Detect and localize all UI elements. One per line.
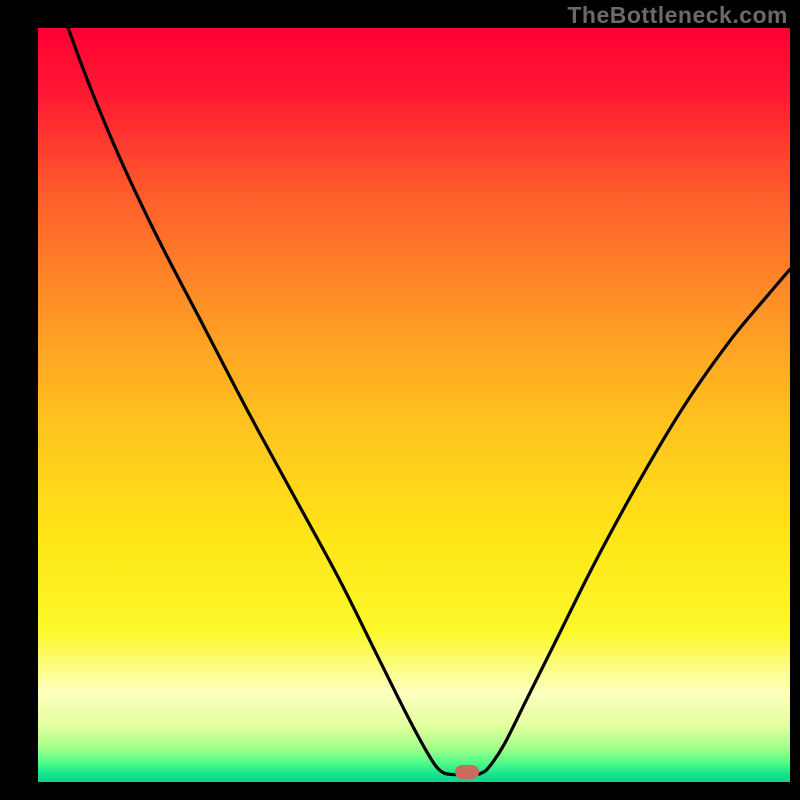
optimum-marker	[455, 765, 479, 779]
bottleneck-curve	[68, 28, 790, 775]
plot-area	[38, 28, 790, 782]
curve-svg	[38, 28, 790, 782]
watermark-text: TheBottleneck.com	[567, 2, 788, 29]
